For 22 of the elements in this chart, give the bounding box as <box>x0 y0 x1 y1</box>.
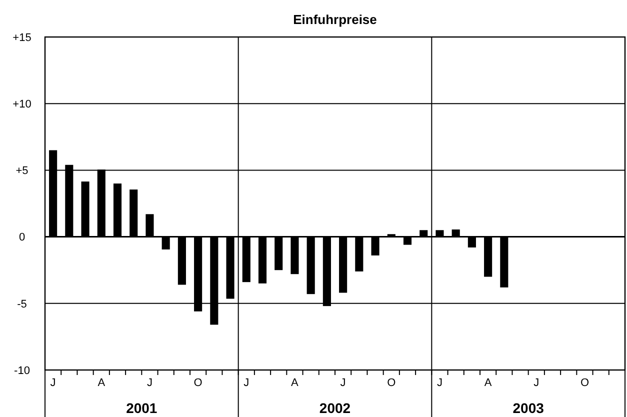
x-tick-label: A <box>98 377 106 389</box>
x-tick-label: J <box>244 377 250 389</box>
chart-title: Einfuhrpreise <box>293 12 377 27</box>
x-tick-label: J <box>534 377 540 389</box>
x-tick-label: J <box>436 377 442 389</box>
text: 2001 <box>126 400 158 416</box>
y-tick-label: -5 <box>17 298 27 310</box>
x-tick-label: A <box>484 377 492 389</box>
y-tick-label: +15 <box>12 32 32 44</box>
y-tick-label: -10 <box>14 364 30 377</box>
x-tick-label: J <box>146 377 152 389</box>
x-tick-label: A <box>291 377 300 389</box>
text: 2002 <box>319 400 351 416</box>
y-tick-label: +10 <box>12 98 32 110</box>
text: 2003 <box>512 400 544 416</box>
x-tick-label: O <box>580 377 590 389</box>
y-tick-label: 0 <box>18 232 26 244</box>
y-tick-label: +5 <box>16 165 28 178</box>
x-tick-label: O <box>194 377 203 389</box>
x-tick-label: J <box>50 377 56 389</box>
x-tick-label: O <box>387 377 396 389</box>
x-tick-label: J <box>340 377 346 389</box>
